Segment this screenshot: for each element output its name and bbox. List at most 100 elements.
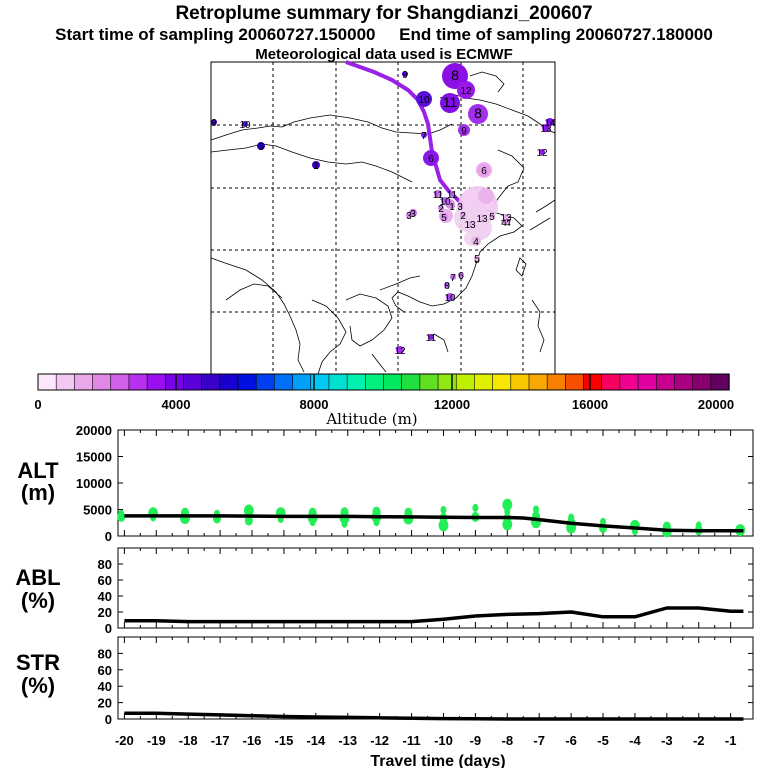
alt-point bbox=[373, 518, 380, 527]
plume-point-label: 1 bbox=[313, 161, 319, 172]
colorbar-cell bbox=[474, 373, 494, 391]
colorbar-cell bbox=[455, 373, 476, 391]
colorbar-cell bbox=[710, 373, 730, 391]
colorbar-cell bbox=[510, 373, 530, 391]
plume-point bbox=[460, 212, 466, 218]
plume-point bbox=[457, 203, 463, 209]
y-tick-label: 20 bbox=[98, 605, 112, 620]
plume-point bbox=[423, 150, 439, 166]
plume-point-label: 1 bbox=[449, 202, 455, 213]
alt-point bbox=[309, 518, 316, 527]
plume-point bbox=[421, 132, 427, 138]
y-tick-label: 80 bbox=[98, 646, 112, 661]
plume-point bbox=[458, 272, 464, 278]
plume-point-label: 11 bbox=[426, 333, 437, 344]
alt-point bbox=[502, 518, 513, 531]
plume-point bbox=[211, 119, 217, 125]
x-tick-label: -15 bbox=[275, 733, 294, 748]
y-tick-label: 60 bbox=[98, 573, 112, 588]
alt-point bbox=[117, 511, 126, 522]
plume-point bbox=[446, 293, 454, 301]
plume-point bbox=[416, 91, 432, 107]
colorbar-cell bbox=[437, 373, 457, 391]
plume-point bbox=[467, 221, 473, 227]
alt-point bbox=[341, 519, 348, 528]
x-tick-label: -13 bbox=[338, 733, 357, 748]
plume-point-label: 10 bbox=[418, 95, 430, 106]
plume-point bbox=[458, 124, 470, 136]
colorbar-cell bbox=[92, 373, 112, 391]
colorbar-cell bbox=[655, 373, 676, 391]
colorbar-cell bbox=[328, 373, 348, 391]
time-series-panels: 05000100001500020000020406080020406080-2… bbox=[76, 423, 753, 748]
colorbar-cell bbox=[183, 373, 203, 391]
coastlines bbox=[210, 71, 556, 375]
colorbar-cell bbox=[74, 373, 94, 391]
plume-point-label: 3 bbox=[457, 202, 463, 213]
x-tick-label: -19 bbox=[147, 733, 166, 748]
colorbar-tick: 12000 bbox=[434, 397, 470, 412]
plume-point bbox=[257, 142, 265, 150]
colorbar-cell bbox=[55, 373, 76, 391]
abl-ylabel-unit: (%) bbox=[21, 588, 55, 613]
plume-point-label: 8 bbox=[444, 281, 450, 292]
map-frame bbox=[210, 61, 556, 375]
x-tick-label: -5 bbox=[597, 733, 609, 748]
plume-point-label: 3 bbox=[406, 211, 412, 222]
plume-point-label: 8 bbox=[474, 105, 482, 121]
map-panel: 8912118109766111055432145321313131411129… bbox=[210, 60, 556, 375]
x-tick-label: -7 bbox=[533, 733, 545, 748]
plume-point-label: 6 bbox=[481, 166, 487, 177]
plume-point bbox=[457, 81, 475, 99]
plume-point bbox=[468, 104, 488, 124]
x-tick-label: -8 bbox=[502, 733, 514, 748]
str-panel-frame bbox=[117, 636, 754, 720]
colorbar-cell bbox=[365, 373, 385, 391]
alt-point bbox=[504, 507, 511, 516]
altitude-colorbar: 0 4000 8000 12000 16000 20000 Altitude (… bbox=[34, 373, 734, 428]
plume-point bbox=[546, 118, 554, 126]
colorbar-cell bbox=[619, 373, 639, 391]
plume-point bbox=[449, 191, 455, 197]
plume-layer: 8912118109766111055432145321313131411129… bbox=[211, 60, 556, 357]
plume-point bbox=[434, 190, 442, 198]
plume-point-label: 6 bbox=[428, 154, 434, 165]
plume-point bbox=[478, 164, 490, 176]
y-tick-label: 0 bbox=[105, 712, 112, 727]
chart-title: Retroplume summary for Shangdianzi_20060… bbox=[175, 3, 593, 24]
alt-point bbox=[244, 515, 253, 526]
str-ylabel: STR bbox=[16, 650, 60, 675]
plume-point bbox=[402, 71, 408, 77]
colorbar-cell bbox=[146, 373, 166, 391]
plume-point-label: 13 bbox=[464, 220, 476, 231]
y-tick-label: 20000 bbox=[76, 423, 112, 438]
y-tick-label: 10000 bbox=[76, 476, 112, 491]
x-axis-label: Travel time (days) bbox=[370, 753, 505, 768]
plume-point-label: 3 bbox=[410, 209, 416, 220]
plume-point-label: 5 bbox=[489, 212, 495, 223]
colorbar-cell bbox=[37, 373, 57, 391]
colorbar-label: Altitude (m) bbox=[325, 410, 417, 428]
alt-point bbox=[180, 511, 191, 524]
plume-point-label: 14 bbox=[544, 118, 556, 129]
plume-path bbox=[345, 60, 464, 206]
x-tick-label: -18 bbox=[179, 733, 198, 748]
plume-point bbox=[450, 274, 456, 280]
plume-point-label: 9 bbox=[461, 126, 467, 137]
x-tick-label: -3 bbox=[661, 733, 673, 748]
plume-point-label: 8 bbox=[451, 67, 459, 83]
colorbar-cell bbox=[674, 373, 694, 391]
x-tick-label: -14 bbox=[306, 733, 326, 748]
colorbar-cell bbox=[164, 373, 185, 391]
met-data-note: Meteorological data used is ECMWF bbox=[255, 46, 513, 63]
plume-point-label: 5 bbox=[258, 142, 264, 153]
alt-point bbox=[533, 505, 540, 514]
x-tick-label: -20 bbox=[115, 733, 134, 748]
colorbar-cell bbox=[492, 373, 512, 391]
series-line bbox=[124, 711, 744, 721]
colorbar-cell bbox=[601, 373, 621, 391]
x-tick-label: -2 bbox=[693, 733, 705, 748]
colorbar-cell bbox=[237, 373, 257, 391]
plume-point-label: 13 bbox=[540, 124, 552, 135]
y-tick-label: 15000 bbox=[76, 450, 112, 465]
